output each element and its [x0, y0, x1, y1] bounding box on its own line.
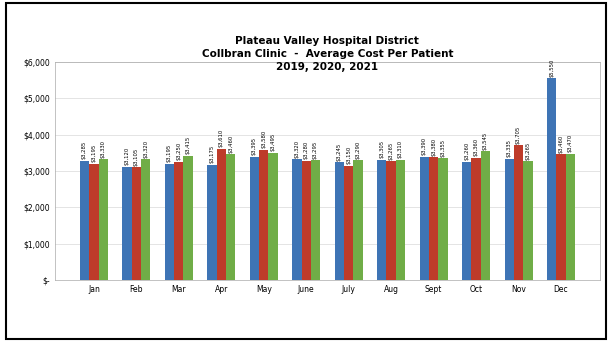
- Text: $3,460: $3,460: [228, 134, 233, 153]
- Bar: [396, 160, 405, 280]
- Text: $3,320: $3,320: [294, 140, 299, 158]
- Bar: [471, 158, 480, 280]
- Bar: [377, 160, 386, 280]
- Bar: [165, 164, 174, 280]
- Bar: [302, 161, 311, 280]
- Bar: [250, 157, 259, 280]
- Text: $3,610: $3,610: [218, 129, 224, 147]
- Text: $3,390: $3,390: [422, 137, 427, 155]
- Text: $3,360: $3,360: [474, 138, 479, 156]
- Bar: [269, 153, 278, 280]
- Bar: [132, 167, 141, 280]
- Bar: [420, 157, 429, 280]
- Text: $3,280: $3,280: [304, 141, 308, 159]
- Text: $3,310: $3,310: [398, 140, 403, 158]
- Text: $3,305: $3,305: [379, 140, 384, 158]
- Bar: [207, 165, 217, 280]
- Bar: [311, 160, 320, 280]
- Bar: [565, 154, 575, 280]
- Bar: [504, 159, 514, 280]
- Bar: [438, 158, 447, 280]
- Bar: [259, 150, 269, 280]
- Text: $3,415: $3,415: [185, 136, 190, 154]
- Bar: [547, 78, 556, 280]
- Text: $3,195: $3,195: [91, 144, 96, 162]
- Text: $3,330: $3,330: [101, 140, 106, 158]
- Text: $3,150: $3,150: [346, 146, 351, 164]
- Bar: [89, 164, 99, 280]
- Text: $3,175: $3,175: [209, 145, 214, 163]
- Text: $3,380: $3,380: [431, 137, 436, 156]
- Bar: [226, 154, 235, 280]
- Text: Plateau Valley Hospital District
Collbran Clinic  -  Average Cost Per Patient
20: Plateau Valley Hospital District Collbra…: [202, 36, 453, 72]
- Bar: [386, 161, 396, 280]
- Text: $5,550: $5,550: [549, 58, 554, 77]
- Bar: [141, 159, 151, 280]
- Bar: [292, 159, 302, 280]
- Text: $3,470: $3,470: [568, 134, 573, 153]
- Text: $3,195: $3,195: [167, 144, 172, 162]
- Text: $3,250: $3,250: [176, 142, 181, 160]
- Bar: [99, 159, 108, 280]
- Text: $3,260: $3,260: [465, 142, 469, 160]
- Bar: [429, 157, 438, 280]
- Bar: [462, 161, 471, 280]
- Text: $3,245: $3,245: [337, 142, 342, 161]
- Text: $3,395: $3,395: [252, 137, 257, 155]
- Bar: [184, 156, 193, 280]
- Bar: [217, 149, 226, 280]
- Bar: [122, 167, 132, 280]
- Text: $3,320: $3,320: [143, 140, 148, 158]
- Text: $3,335: $3,335: [507, 139, 512, 157]
- Bar: [480, 151, 490, 280]
- Text: $3,460: $3,460: [559, 134, 564, 153]
- Text: $3,580: $3,580: [261, 130, 266, 148]
- Bar: [174, 162, 184, 280]
- Bar: [335, 162, 344, 280]
- Text: $3,705: $3,705: [516, 126, 521, 144]
- Text: $3,495: $3,495: [271, 133, 275, 152]
- Bar: [556, 154, 565, 280]
- Bar: [80, 161, 89, 280]
- Bar: [523, 161, 532, 280]
- Text: $3,105: $3,105: [134, 147, 139, 166]
- Bar: [353, 160, 363, 280]
- Text: $3,285: $3,285: [82, 141, 87, 159]
- Text: $3,265: $3,265: [389, 142, 394, 160]
- Bar: [514, 145, 523, 280]
- Text: $3,545: $3,545: [483, 131, 488, 150]
- Text: $3,355: $3,355: [441, 139, 446, 157]
- Text: $3,290: $3,290: [356, 141, 360, 159]
- Text: $3,265: $3,265: [525, 142, 531, 160]
- Text: $3,295: $3,295: [313, 141, 318, 159]
- Bar: [344, 166, 353, 280]
- Text: $3,120: $3,120: [124, 147, 130, 165]
